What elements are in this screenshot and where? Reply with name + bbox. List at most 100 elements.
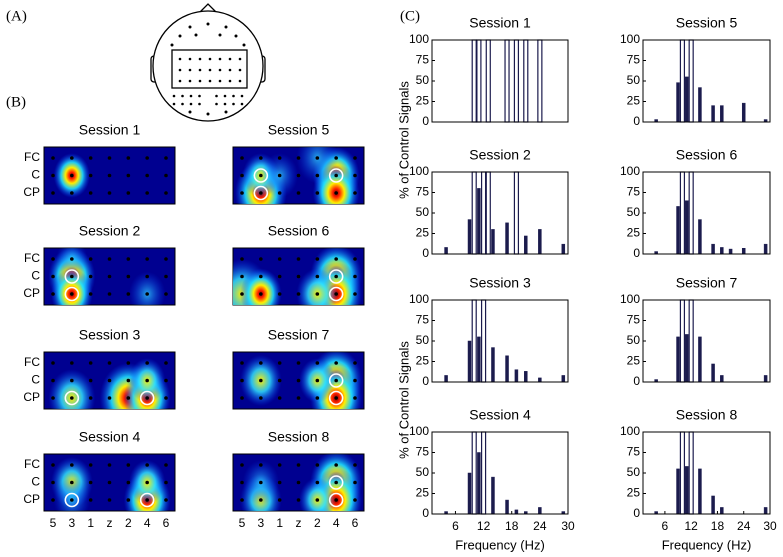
electrode — [353, 361, 357, 365]
electrode — [70, 463, 74, 467]
bar — [504, 39, 510, 123]
electrode — [188, 79, 192, 83]
y-axis-label: % of Control Signals — [396, 81, 411, 199]
electrode — [107, 396, 112, 400]
bar — [538, 229, 542, 255]
row-label: C — [31, 168, 40, 182]
electrode — [51, 156, 55, 160]
y-tick-label: 0 — [633, 246, 640, 260]
bar — [480, 171, 487, 255]
electrode — [51, 396, 55, 400]
y-tick-label: 100 — [620, 292, 640, 306]
electrode — [51, 378, 55, 383]
electrode — [353, 274, 357, 279]
electrode — [259, 191, 263, 195]
electrode — [232, 94, 235, 98]
bar — [688, 431, 694, 515]
bar — [698, 468, 702, 515]
electrode — [178, 57, 182, 61]
electrode — [218, 33, 222, 37]
heat-blob — [296, 147, 339, 184]
plot-frame — [642, 299, 771, 383]
electrode — [107, 274, 112, 279]
bar — [491, 347, 495, 383]
bar — [477, 188, 481, 255]
bar — [513, 39, 520, 123]
selected-electrode — [64, 390, 80, 406]
bar — [505, 222, 509, 255]
electrode — [126, 463, 131, 467]
bar — [485, 39, 491, 123]
electrode — [164, 378, 168, 383]
x-tick-label: 24 — [533, 519, 547, 533]
electrode — [206, 112, 210, 116]
electrode — [164, 173, 168, 178]
selected-electrode — [328, 390, 344, 406]
electrode — [240, 274, 244, 279]
electrode — [189, 102, 193, 106]
column-label: 5 — [239, 516, 246, 530]
electrode — [70, 191, 74, 195]
map-title: Session 5 — [268, 122, 330, 138]
electrode — [353, 463, 357, 467]
map-title: Session 3 — [79, 327, 141, 343]
electrode — [107, 480, 112, 485]
row-label: C — [31, 269, 40, 283]
electrode — [353, 173, 357, 178]
x-axis-label: Frequency (Hz) — [662, 537, 752, 552]
y-tick-label: 50 — [627, 205, 641, 219]
electrode — [334, 173, 338, 178]
y-tick-label: 25 — [627, 226, 641, 240]
bar — [538, 507, 542, 515]
panel-label: (A) — [6, 8, 27, 24]
electrode — [88, 463, 93, 467]
bar — [711, 495, 715, 515]
electrode — [277, 378, 282, 383]
row-label: CP — [23, 492, 40, 506]
electrode — [296, 463, 301, 467]
bar — [711, 243, 715, 255]
electrode — [334, 463, 338, 467]
bar — [476, 39, 482, 123]
electrode — [126, 173, 131, 178]
row-label: FC — [24, 355, 40, 369]
electrode — [178, 68, 182, 72]
bar — [688, 171, 694, 255]
electrode — [240, 378, 244, 383]
bar — [685, 76, 689, 123]
bar — [505, 499, 509, 515]
x-tick-label: 24 — [737, 519, 751, 533]
electrode — [315, 274, 320, 279]
electrode — [164, 191, 168, 195]
bar — [477, 336, 481, 383]
electrode — [164, 292, 168, 296]
electrode — [259, 257, 263, 261]
electrode — [88, 498, 93, 502]
electrode — [107, 173, 112, 178]
bar — [720, 375, 724, 383]
electrode — [240, 94, 244, 98]
electrode — [51, 191, 55, 195]
y-tick-label: 75 — [416, 185, 430, 199]
bar — [467, 340, 472, 383]
electrode — [70, 498, 74, 502]
plot-frame — [642, 171, 771, 255]
electrode — [170, 43, 174, 47]
electrode — [242, 43, 246, 47]
chart-title: Session 8 — [676, 407, 738, 423]
bar — [561, 375, 566, 383]
electrode — [238, 79, 242, 83]
electrode — [181, 94, 184, 98]
electrode — [228, 68, 232, 72]
electrode — [107, 361, 112, 365]
electrode — [315, 292, 320, 296]
electrode — [240, 102, 244, 106]
electrode — [107, 156, 112, 160]
electrode — [126, 480, 131, 485]
electrode — [259, 292, 263, 296]
x-tick-label: 30 — [763, 519, 777, 533]
electrode — [296, 292, 301, 296]
electrode — [198, 102, 201, 106]
bar — [523, 39, 529, 123]
selected-electrode — [139, 390, 155, 406]
